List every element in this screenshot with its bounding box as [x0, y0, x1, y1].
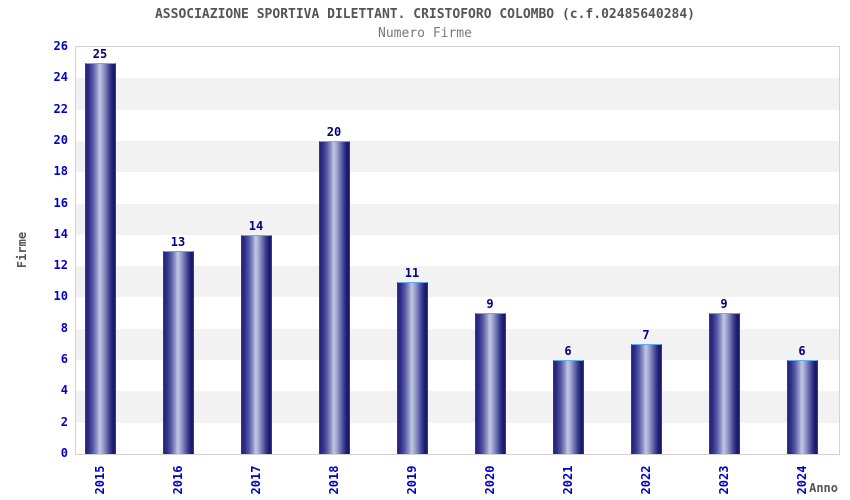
bar-2021 [552, 360, 584, 454]
bar-2015 [84, 62, 116, 454]
y-tick-label: 2 [60, 414, 68, 429]
y-tick-label: 4 [60, 383, 68, 398]
x-tick-label-2018: 2018 [327, 465, 341, 495]
bar-value-label: 6 [564, 344, 572, 359]
y-axis-title: Firme [15, 231, 29, 269]
bar-2019 [396, 281, 428, 454]
bar-value-label: 6 [798, 344, 806, 359]
y-tick-label: 6 [60, 352, 68, 367]
bar-value-label: 20 [326, 124, 342, 139]
y-tick-label: 8 [60, 320, 68, 335]
bar-2022 [630, 344, 662, 454]
y-tick-label: 14 [53, 226, 68, 241]
y-tick-label: 0 [60, 446, 68, 460]
y-tick-label: 20 [53, 132, 68, 147]
grid-band [76, 78, 839, 110]
bar-value-label: 7 [642, 328, 650, 343]
grid-band [76, 266, 839, 298]
x-tick-label-2022: 2022 [639, 465, 653, 495]
x-tick-label-2017: 2017 [249, 465, 263, 495]
bar-2018 [318, 140, 350, 454]
y-tick-label: 18 [53, 164, 68, 179]
y-tick-label: 12 [53, 258, 68, 273]
x-tick-label-2016: 2016 [171, 465, 185, 495]
y-tick-label: 10 [53, 289, 68, 304]
y-tick-label: 24 [53, 70, 68, 85]
bar-2023 [708, 313, 740, 454]
plot-area: 25 13 14 20 11 9 6 7 9 6 [75, 46, 840, 455]
x-axis-title: Anno [809, 481, 838, 495]
grid-band [76, 172, 839, 204]
grid-band [76, 109, 839, 141]
bar-value-label: 11 [404, 265, 420, 280]
x-tick-label-2024: 2024 [795, 465, 809, 495]
y-tick-label: 26 [53, 39, 68, 53]
x-tick-label-2015: 2015 [93, 465, 107, 495]
chart-subtitle: Numero Firme [378, 26, 472, 41]
y-tick-label: 16 [53, 195, 68, 210]
x-tick-label-2019: 2019 [405, 465, 419, 495]
x-tick-label-2023: 2023 [717, 465, 731, 495]
grid-band [76, 47, 839, 79]
x-tick-label-2020: 2020 [483, 465, 497, 495]
y-tick-label: 22 [53, 101, 68, 116]
bar-2024 [786, 360, 818, 454]
grid-band [76, 203, 839, 235]
grid-band [76, 140, 839, 173]
grid-band [76, 234, 839, 267]
x-tick-label-2021: 2021 [561, 465, 575, 495]
bar-2020 [474, 313, 506, 454]
bar-2017 [240, 234, 272, 454]
bar-value-label: 14 [248, 218, 264, 233]
chart-title: ASSOCIAZIONE SPORTIVA DILETTANT. CRISTOF… [154, 7, 696, 22]
bar-value-label: 13 [170, 234, 186, 249]
bar-2016 [162, 250, 194, 454]
bar-value-label: 25 [92, 46, 108, 61]
bar-value-label: 9 [486, 297, 494, 312]
bar-value-label: 9 [720, 297, 728, 312]
